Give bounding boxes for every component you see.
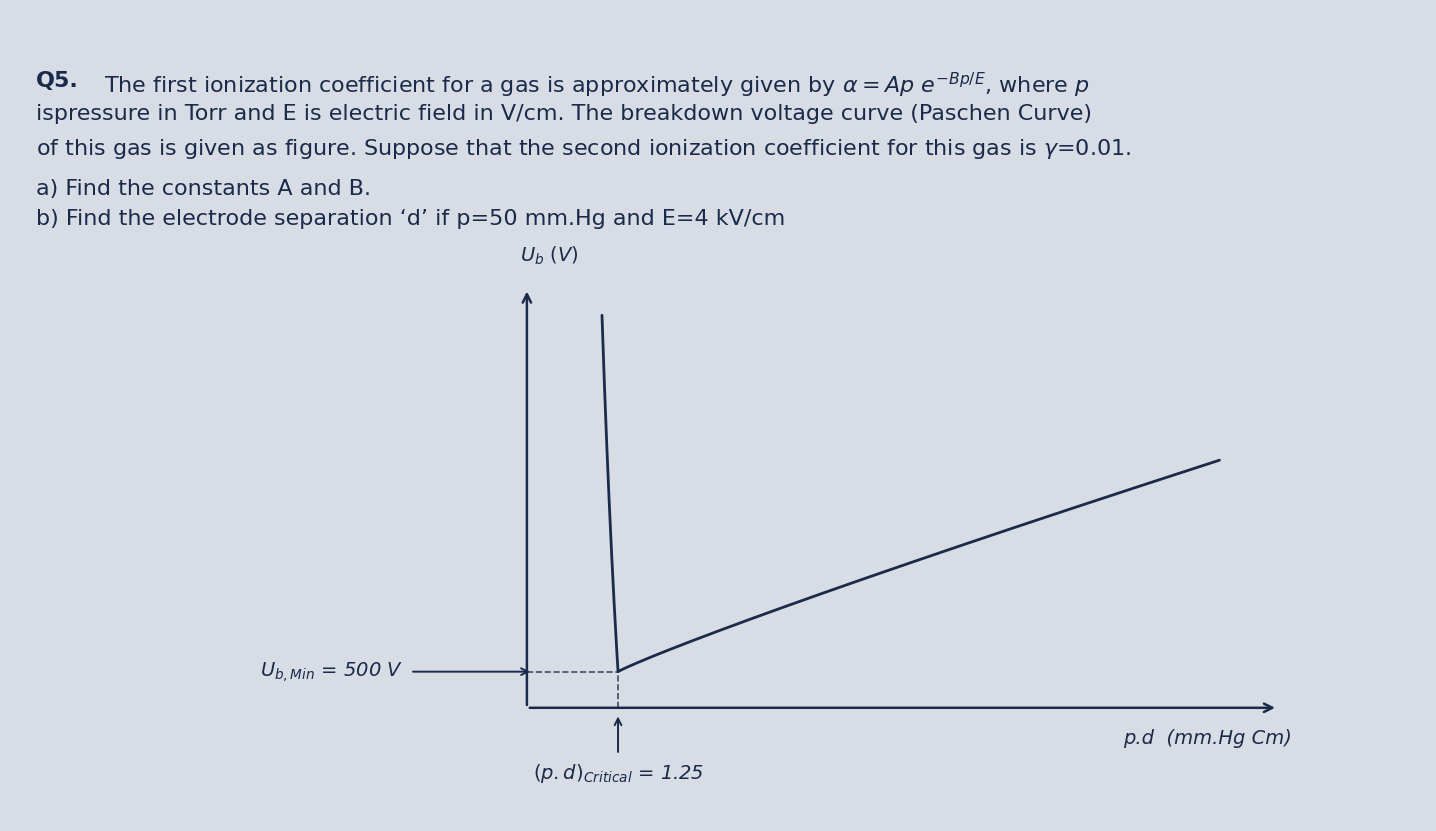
Text: The first ionization coefficient for a gas is approximately given by $\alpha = A: The first ionization coefficient for a g… <box>90 71 1090 100</box>
Text: of this gas is given as figure. Suppose that the second ionization coefficient f: of this gas is given as figure. Suppose … <box>36 137 1132 161</box>
Text: a) Find the constants A and B.: a) Find the constants A and B. <box>36 179 370 199</box>
Text: $(p.d)_{Critical}$ = 1.25: $(p.d)_{Critical}$ = 1.25 <box>533 762 704 785</box>
Text: ispressure in Torr and E is electric field in V/cm. The breakdown voltage curve : ispressure in Torr and E is electric fie… <box>36 104 1091 124</box>
Text: $U_{b,Min}$ = 500 V: $U_{b,Min}$ = 500 V <box>260 660 404 684</box>
Text: $U_b\ (V)$: $U_b\ (V)$ <box>520 244 579 267</box>
Text: Q5.: Q5. <box>36 71 79 91</box>
Text: b) Find the electrode separation ‘d’ if p=50 mm.Hg and E=4 kV/cm: b) Find the electrode separation ‘d’ if … <box>36 209 785 229</box>
Text: p.d  (mm.Hg Cm): p.d (mm.Hg Cm) <box>1123 730 1292 749</box>
